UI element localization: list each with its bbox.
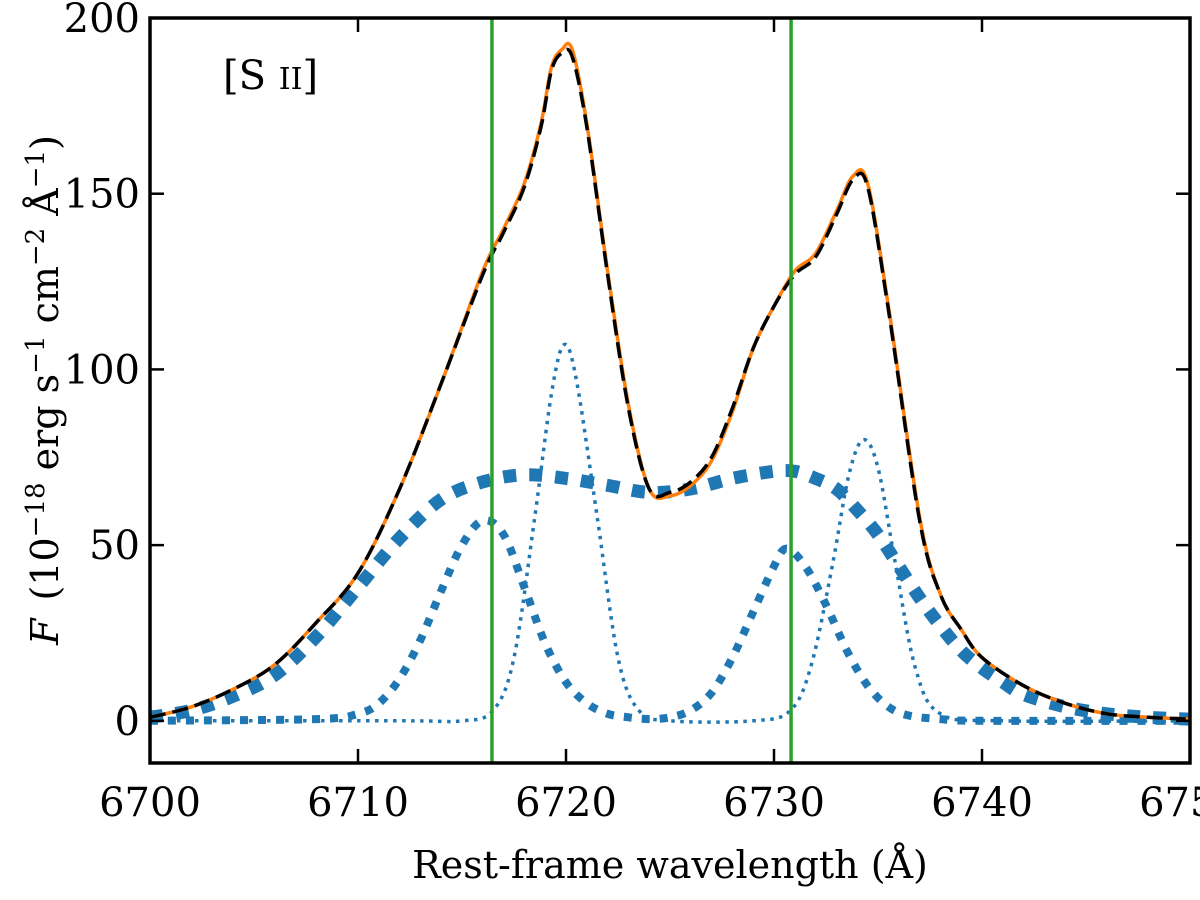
series-observed-spectrum [150,41,1190,721]
series-total-fit [150,47,1190,721]
x-tick-label: 6700 [99,780,201,826]
series-narrow-component [150,342,1190,724]
x-tick-label: 6720 [515,780,617,826]
y-tick-label: 150 [64,172,140,218]
y-tick-label: 0 [115,699,140,745]
y-tick-label: 50 [89,523,140,569]
y-axis-title: F(10−18 erg s−1 cm−2 Å−1) [21,135,67,646]
y-tick-label: 100 [64,347,140,393]
plot-frame [148,16,1192,765]
x-tick-label: 6710 [307,780,409,826]
series-layer [150,41,1190,726]
series-intermediate-component [150,516,1190,725]
tick-layer: 6700 6710 6720 6730 6740 6750 0 50 100 150 200 [64,0,1200,826]
series-broad-component [150,463,1190,726]
x-tick-label: 6730 [723,780,825,826]
x-tick-label: 6740 [931,780,1033,826]
x-tick-label: 6750 [1139,780,1200,826]
x-axis-title: Rest-frame wavelength (Å) [412,843,928,887]
y-tick-label: 200 [64,0,140,42]
vline-layer [490,18,793,763]
line-annotation: [S II] [223,53,318,99]
